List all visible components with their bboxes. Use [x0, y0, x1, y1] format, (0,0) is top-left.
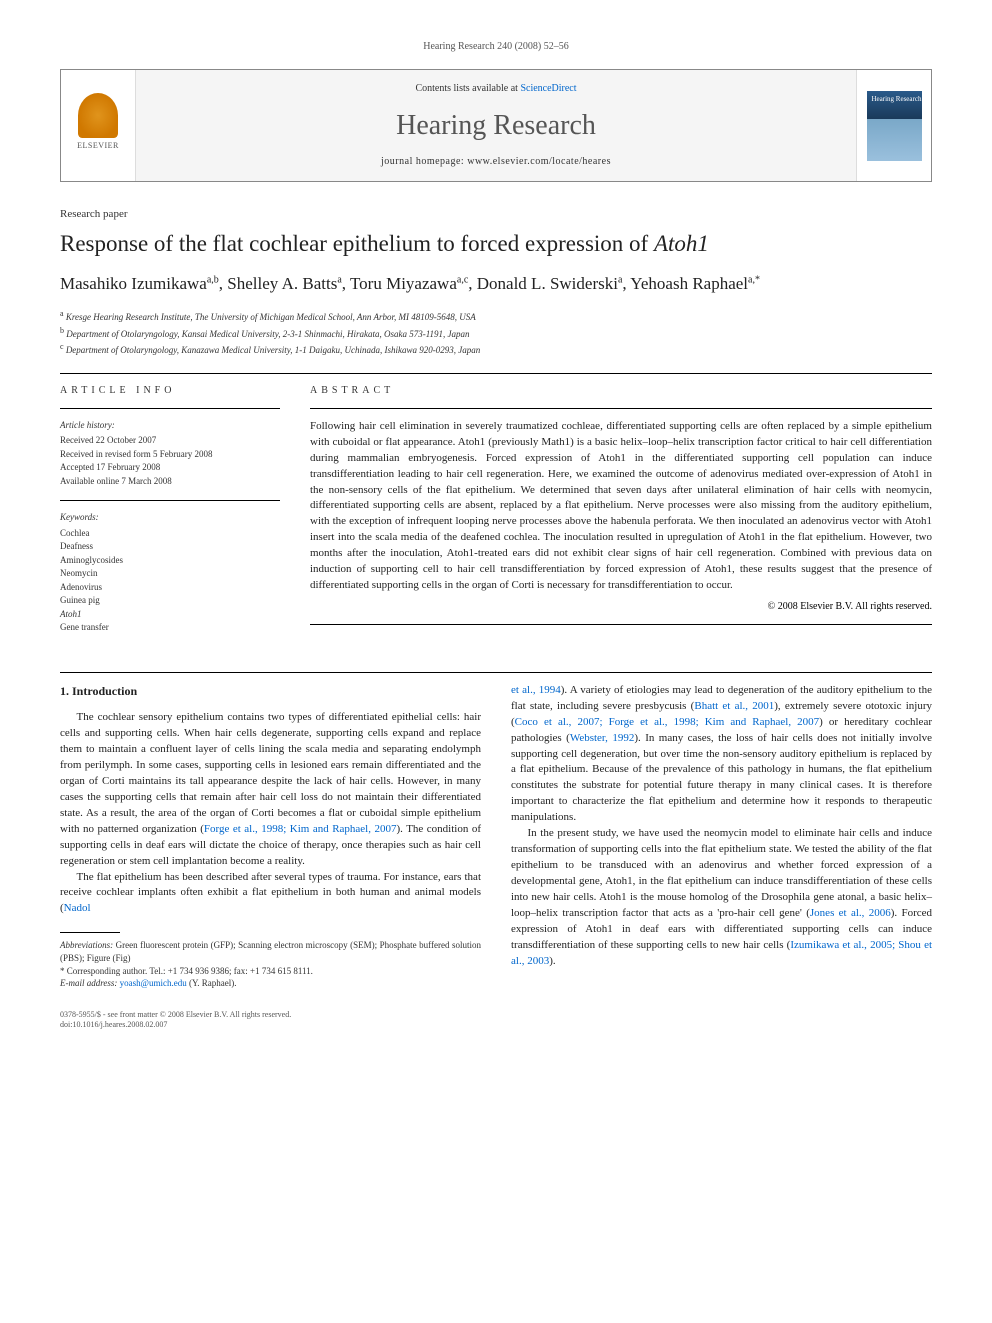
issn-line: 0378-5955/$ - see front matter © 2008 El…	[60, 1010, 481, 1020]
divider	[60, 500, 280, 501]
journal-header-box: ELSEVIER Contents lists available at Sci…	[60, 69, 932, 182]
journal-cover-cell: Hearing Research	[856, 70, 931, 181]
keyword: Deafness	[60, 540, 280, 554]
elsevier-tree-icon	[78, 93, 118, 138]
citation-link[interactable]: Bhatt et al., 2001	[694, 700, 774, 712]
history-label: Article history:	[60, 419, 280, 433]
affiliation-a: a Kresge Hearing Research Institute, The…	[60, 308, 932, 325]
section-heading-intro: 1. Introduction	[60, 683, 481, 700]
contents-available-line: Contents lists available at ScienceDirec…	[146, 82, 846, 96]
keyword: Atoh1	[60, 608, 280, 622]
sciencedirect-link[interactable]: ScienceDirect	[520, 83, 576, 94]
paper-type: Research paper	[60, 207, 932, 222]
divider	[310, 624, 932, 625]
keyword: Cochlea	[60, 527, 280, 541]
email-footnote: E-mail address: yoash@umich.edu (Y. Raph…	[60, 977, 481, 990]
contents-prefix: Contents lists available at	[415, 83, 520, 94]
divider	[60, 672, 932, 673]
citation-link[interactable]: Forge et al., 1998; Kim and Raphael, 200…	[204, 823, 397, 835]
journal-homepage-line: journal homepage: www.elsevier.com/locat…	[146, 155, 846, 169]
journal-header-center: Contents lists available at ScienceDirec…	[136, 70, 856, 181]
citation-link[interactable]: Jones et al., 2006	[810, 907, 891, 919]
citation-header: Hearing Research 240 (2008) 52–56	[60, 40, 932, 54]
email-link[interactable]: yoash@umich.edu	[117, 978, 186, 988]
keywords-block: Keywords: Cochlea Deafness Aminoglycosid…	[60, 511, 280, 635]
author: Shelley A. Battsa	[227, 274, 341, 293]
keyword: Aminoglycosides	[60, 554, 280, 568]
body-column-left: 1. Introduction The cochlear sensory epi…	[60, 683, 481, 1031]
abstract-copyright: © 2008 Elsevier B.V. All rights reserved…	[310, 600, 932, 614]
affiliation-b: b Department of Otolaryngology, Kansai M…	[60, 325, 932, 342]
divider	[60, 373, 932, 374]
footnotes: Abbreviations: Green fluorescent protein…	[60, 939, 481, 989]
author: Yehoash Raphaela,*	[630, 274, 760, 293]
journal-name: Hearing Research	[146, 106, 846, 145]
citation-link[interactable]: et al., 1994	[511, 684, 561, 696]
citation-link[interactable]: Webster, 1992	[570, 732, 635, 744]
publisher-name: ELSEVIER	[71, 140, 126, 151]
history-online: Available online 7 March 2008	[60, 475, 280, 489]
elsevier-logo: ELSEVIER	[71, 93, 126, 158]
abstract-heading: ABSTRACT	[310, 384, 932, 398]
body-paragraph: The flat epithelium has been described a…	[60, 870, 481, 918]
abstract-text: Following hair cell elimination in sever…	[310, 419, 932, 594]
authors-list: Masahiko Izumikawaa,b, Shelley A. Battsa…	[60, 272, 932, 296]
body-paragraph: et al., 1994). A variety of etiologies m…	[511, 683, 932, 826]
article-info-column: ARTICLE INFO Article history: Received 2…	[60, 384, 280, 647]
citation-link[interactable]: Coco et al., 2007; Forge et al., 1998; K…	[515, 716, 819, 728]
body-paragraph: In the present study, we have used the n…	[511, 826, 932, 969]
paper-title: Response of the flat cochlear epithelium…	[60, 229, 932, 259]
abstract-column: ABSTRACT Following hair cell elimination…	[310, 384, 932, 647]
article-history-block: Article history: Received 22 October 200…	[60, 419, 280, 489]
title-gene-name: Atoh1	[654, 231, 709, 256]
cover-title: Hearing Research	[872, 96, 922, 104]
keywords-label: Keywords:	[60, 511, 280, 525]
bottom-publication-info: 0378-5955/$ - see front matter © 2008 El…	[60, 1010, 481, 1031]
keyword: Adenovirus	[60, 581, 280, 595]
author: Toru Miyazawaa,c	[350, 274, 468, 293]
divider	[60, 408, 280, 409]
corresponding-author-footnote: * Corresponding author. Tel.: +1 734 936…	[60, 965, 481, 978]
history-accepted: Accepted 17 February 2008	[60, 461, 280, 475]
author: Masahiko Izumikawaa,b	[60, 274, 219, 293]
doi-line: doi:10.1016/j.heares.2008.02.007	[60, 1020, 481, 1030]
history-received: Received 22 October 2007	[60, 434, 280, 448]
title-text: Response of the flat cochlear epithelium…	[60, 231, 654, 256]
author: Donald L. Swiderskia	[477, 274, 623, 293]
body-columns: 1. Introduction The cochlear sensory epi…	[60, 683, 932, 1031]
homepage-url: www.elsevier.com/locate/heares	[467, 156, 611, 167]
keyword: Gene transfer	[60, 621, 280, 635]
body-paragraph: The cochlear sensory epithelium contains…	[60, 710, 481, 869]
divider	[310, 408, 932, 409]
affiliation-c: c Department of Otolaryngology, Kanazawa…	[60, 341, 932, 358]
keyword: Guinea pig	[60, 594, 280, 608]
publisher-logo-cell: ELSEVIER	[61, 70, 136, 181]
info-abstract-row: ARTICLE INFO Article history: Received 2…	[60, 384, 932, 647]
affiliations: a Kresge Hearing Research Institute, The…	[60, 308, 932, 358]
body-column-right: et al., 1994). A variety of etiologies m…	[511, 683, 932, 1031]
citation-link[interactable]: Nadol	[64, 902, 91, 914]
history-revised: Received in revised form 5 February 2008	[60, 448, 280, 462]
keyword: Neomycin	[60, 567, 280, 581]
footnote-divider	[60, 932, 120, 933]
homepage-prefix: journal homepage:	[381, 156, 467, 167]
abbreviations-footnote: Abbreviations: Green fluorescent protein…	[60, 939, 481, 964]
article-info-heading: ARTICLE INFO	[60, 384, 280, 398]
journal-cover-thumbnail: Hearing Research	[867, 91, 922, 161]
